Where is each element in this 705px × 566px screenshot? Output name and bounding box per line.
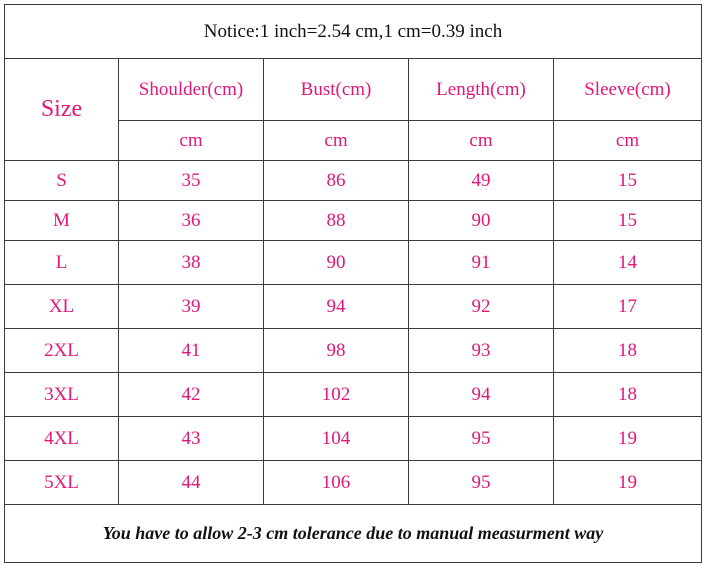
value-cell: 14 [553,240,702,285]
unit-cell: cm [408,120,554,161]
value-cell: 18 [553,372,702,417]
column-header: Length(cm) [408,58,554,121]
table-row: L 38 90 91 14 [4,240,702,285]
unit-cell: cm [263,120,409,161]
value-cell: 38 [118,240,264,285]
value-cell: 94 [408,372,554,417]
size-cell: 4XL [4,416,119,461]
table-row: XL 39 94 92 17 [4,284,702,329]
unit-cell: cm [118,120,264,161]
value-cell: 17 [553,284,702,329]
column-header: Bust(cm) [263,58,409,121]
value-cell: 88 [263,200,409,241]
value-cell: 86 [263,160,409,201]
value-cell: 42 [118,372,264,417]
value-cell: 102 [263,372,409,417]
size-cell: 2XL [4,328,119,373]
value-cell: 93 [408,328,554,373]
value-cell: 41 [118,328,264,373]
value-cell: 98 [263,328,409,373]
size-cell: M [4,200,119,241]
value-cell: 35 [118,160,264,201]
table-row: S 35 86 49 15 [4,160,702,201]
size-cell: S [4,160,119,201]
table-row: 3XL 42 102 94 18 [4,372,702,417]
column-header: Shoulder(cm) [118,58,264,121]
unit-cell: cm [553,120,702,161]
table-row: M 36 88 90 15 [4,200,702,241]
table-row: 5XL 44 106 95 19 [4,460,702,505]
value-cell: 39 [118,284,264,329]
value-cell: 90 [408,200,554,241]
footer-note: You have to allow 2-3 cm tolerance due t… [4,504,702,563]
value-cell: 18 [553,328,702,373]
size-table: Notice:1 inch=2.54 cm,1 cm=0.39 inch Size… [4,4,702,563]
table-body: Notice:1 inch=2.54 cm,1 cm=0.39 inch Size… [4,4,702,563]
value-cell: 19 [553,416,702,461]
value-cell: 95 [408,416,554,461]
value-cell: 92 [408,284,554,329]
table-row: 4XL 43 104 95 19 [4,416,702,461]
column-header: Sleeve(cm) [553,58,702,121]
value-cell: 95 [408,460,554,505]
value-cell: 106 [263,460,409,505]
size-cell: 5XL [4,460,119,505]
notice: Notice:1 inch=2.54 cm,1 cm=0.39 inch [4,4,702,59]
table-row: cm cm cm cm [5,120,702,161]
value-cell: 104 [263,416,409,461]
value-cell: 36 [118,200,264,241]
value-cell: 43 [118,416,264,461]
value-cell: 90 [263,240,409,285]
value-cell: 91 [408,240,554,285]
value-cell: 94 [263,284,409,329]
table-row: Notice:1 inch=2.54 cm,1 cm=0.39 inch [4,4,702,59]
value-cell: 44 [118,460,264,505]
table-row: 2XL 41 98 93 18 [4,328,702,373]
table-row: Size Shoulder(cm) Bust(cm) Length(cm) Sleeve… [4,58,702,161]
table-row: You have to allow 2-3 cm tolerance due t… [4,504,702,563]
value-cell: 49 [408,160,554,201]
size-cell: 3XL [4,372,119,417]
size-cell: XL [4,284,119,329]
value-cell: 15 [553,200,702,241]
size-cell: L [4,240,119,285]
value-cell: 15 [553,160,702,201]
size-header: Size [4,58,119,161]
value-cell: 19 [553,460,702,505]
